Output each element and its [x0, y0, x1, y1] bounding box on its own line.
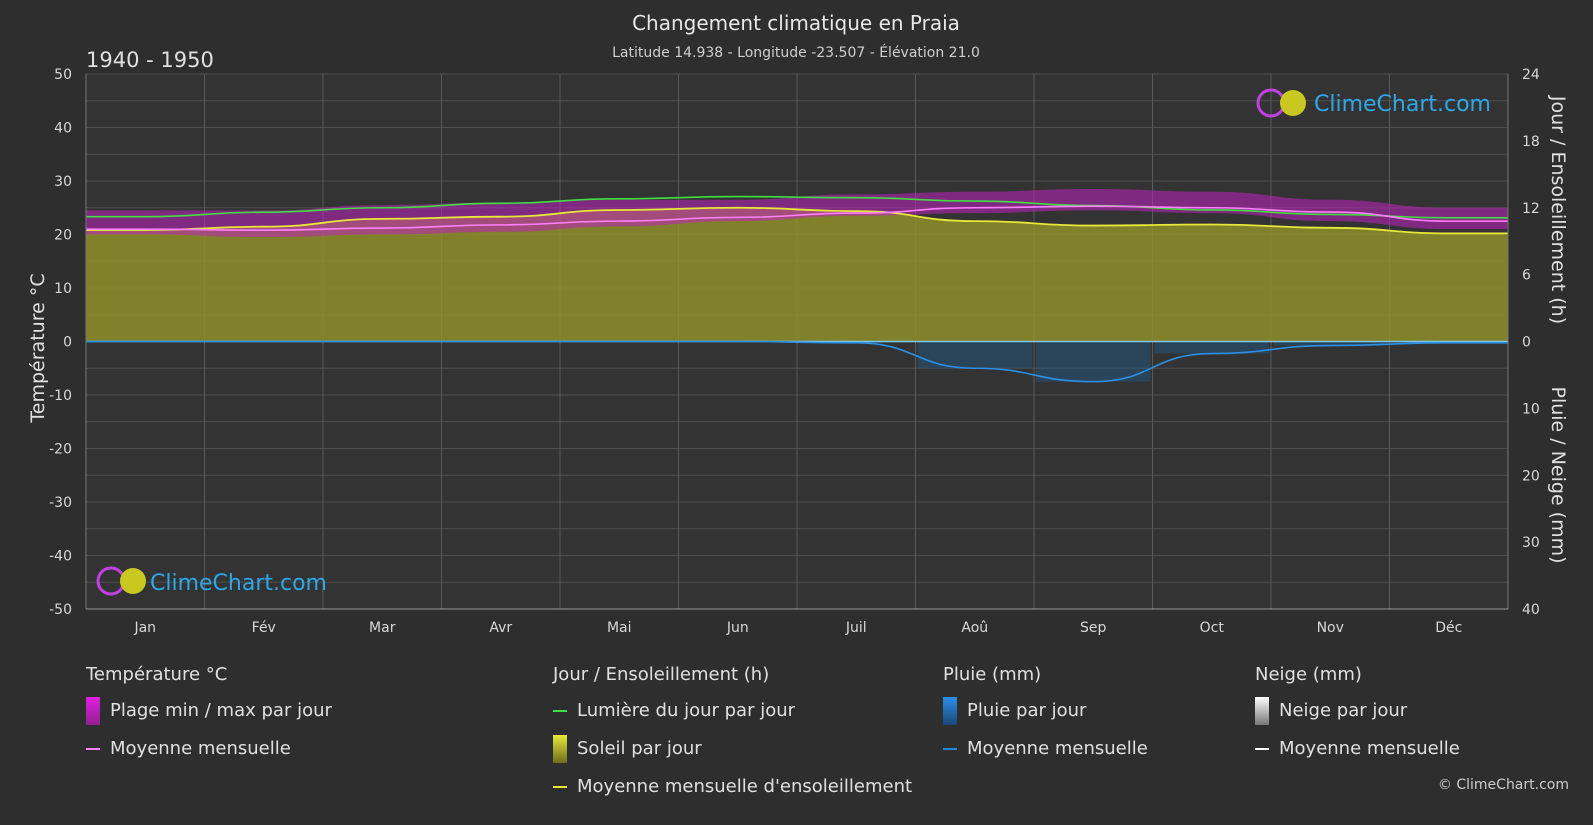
- y-left-tick-label: -30: [49, 495, 72, 511]
- watermark-top: ClimeChart.com: [1256, 88, 1491, 118]
- y-left-tick-label: 0: [63, 335, 72, 351]
- temp-range-band: [86, 189, 1508, 238]
- y-right-top-axis-label: Jour / Ensoleillement (h): [1547, 95, 1569, 324]
- rain-bar: [1154, 341, 1269, 354]
- rain-mean-line: [85, 340, 1508, 383]
- y-left-tick-label: 10: [54, 281, 72, 297]
- y-left-tick-label: 50: [54, 67, 72, 83]
- x-tick-label: Avr: [489, 620, 512, 636]
- x-tick-label: Nov: [1317, 620, 1344, 636]
- sunshine-mean-line: [86, 206, 1508, 235]
- rain-bar: [1273, 341, 1388, 346]
- y-left-tick-label: 20: [54, 228, 72, 244]
- y-right-top-tick-label: 24: [1522, 67, 1540, 83]
- axes: 50 40 30 20 10 0 -10 -20 -30 -40 -50 24 18 12 6 0 10 20 30…: [49, 67, 1540, 636]
- x-tick-label: Jun: [726, 620, 749, 636]
- watermark-text: ClimeChart.com: [1314, 92, 1491, 117]
- y-left-axis-label: Température °C: [27, 273, 49, 423]
- y-left-tick-label: -40: [49, 549, 72, 565]
- y-right-top-tick-label: 6: [1522, 268, 1531, 284]
- y-left-tick-label: -50: [49, 602, 72, 618]
- chart-subtitle: Latitude 14.938 - Longitude -23.507 - Él…: [612, 44, 980, 61]
- x-tick-label: Mar: [369, 620, 396, 636]
- rain-bar: [917, 341, 1032, 369]
- x-tick-label: Mai: [607, 620, 632, 636]
- watermark-bottom: ClimeChart.com: [96, 566, 327, 596]
- x-tick-label: Fév: [252, 620, 276, 636]
- y-left-tick-label: -10: [49, 388, 72, 404]
- y-right-bottom-tick-label: 40: [1522, 602, 1540, 618]
- y-left-tick-label: 40: [54, 121, 72, 137]
- chart-marks: [85, 189, 1508, 383]
- x-tick-label: Déc: [1435, 620, 1462, 636]
- rain-bar: [1036, 341, 1151, 382]
- y-right-bottom-tick-label: 20: [1522, 468, 1540, 484]
- x-tick-label: Aoû: [961, 620, 988, 636]
- y-right-top-tick-label: 12: [1522, 201, 1540, 217]
- y-right-bottom-axis-label: Pluie / Neige (mm): [1547, 386, 1569, 563]
- x-tick-label: Sep: [1080, 620, 1107, 636]
- y-right-top-tick-label: 18: [1522, 134, 1540, 150]
- daylight-line: [86, 195, 1508, 219]
- period-label: 1940 - 1950: [86, 48, 214, 72]
- logo-sun-icon: [120, 568, 146, 594]
- x-tick-label: Oct: [1200, 620, 1225, 636]
- logo-sun-icon: [1280, 90, 1306, 116]
- y-left-tick-label: 30: [54, 174, 72, 190]
- temp-mean-line: [86, 205, 1508, 232]
- sunshine-area: [86, 207, 1508, 342]
- y-left-tick-label: -20: [49, 442, 72, 458]
- y-right-bottom-tick-label: 10: [1522, 401, 1540, 417]
- x-tick-label: Juil: [845, 620, 867, 636]
- y-right-top-tick-label: 0: [1522, 335, 1531, 351]
- watermark-text: ClimeChart.com: [150, 571, 327, 596]
- y-right-bottom-tick-label: 30: [1522, 535, 1540, 551]
- x-tick-label: Jan: [133, 620, 156, 636]
- chart-title: Changement climatique en Praia: [632, 11, 960, 35]
